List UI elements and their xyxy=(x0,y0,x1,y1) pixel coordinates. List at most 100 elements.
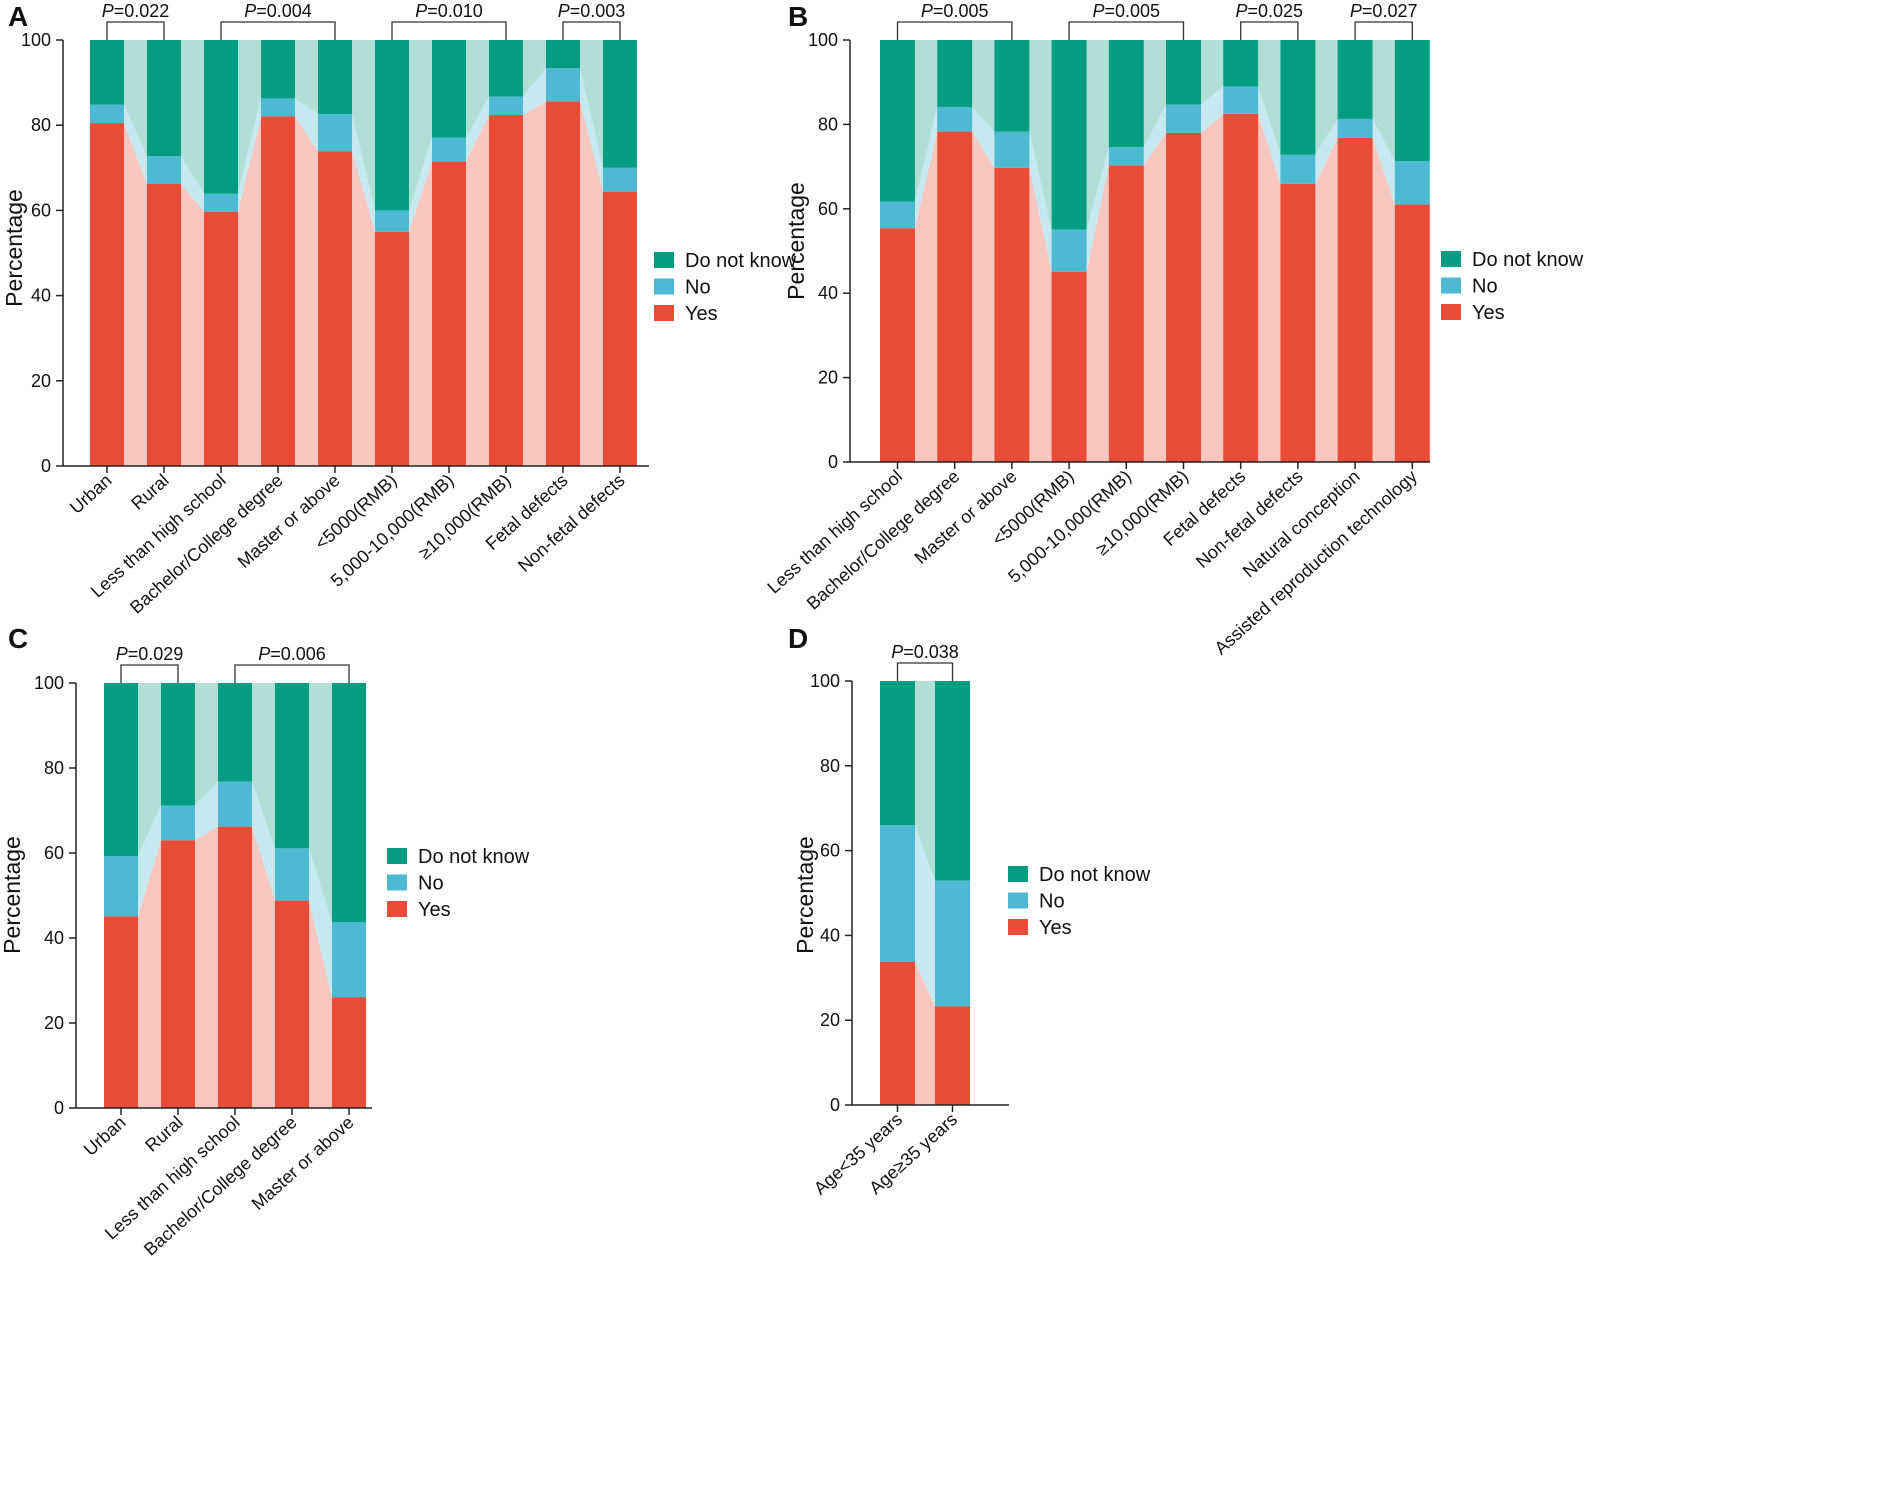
dont-know-band xyxy=(466,40,489,138)
dont-know-band xyxy=(1372,40,1395,162)
no-band xyxy=(972,107,995,168)
bar-segment-dont-know xyxy=(546,40,580,69)
no-band xyxy=(352,114,375,232)
bar-segment-dont-know xyxy=(161,683,195,806)
yes-band xyxy=(466,114,489,466)
bar-segment-no xyxy=(1394,161,1430,205)
yes-band xyxy=(1258,113,1281,462)
connector-bands xyxy=(138,683,332,1108)
legend-label: Do not know xyxy=(1039,864,1151,886)
no-band xyxy=(409,137,432,232)
y-axis: 0 20 40 60 80 100 xyxy=(808,30,851,472)
bar-segment-no xyxy=(880,201,915,229)
p-value-label: P=0.027 xyxy=(1350,1,1418,21)
bar-segment-no xyxy=(332,922,366,998)
p-value-brackets: P=0.038 xyxy=(891,642,959,681)
y-tick-label: 40 xyxy=(818,283,838,303)
y-axis-label: Percentage xyxy=(783,182,809,300)
x-tick-label: Master or above xyxy=(911,466,1021,568)
bar-segment-no xyxy=(375,210,409,232)
bar-segment-no xyxy=(489,96,523,115)
no-band xyxy=(1258,86,1281,184)
y-axis: 0 20 40 60 80 100 xyxy=(34,673,77,1118)
bar-segment-yes xyxy=(147,183,181,466)
bar-segment-no xyxy=(147,156,181,184)
y-tick-label: 80 xyxy=(44,758,64,778)
p-value-label: P=0.010 xyxy=(415,1,483,21)
bar-segment-yes xyxy=(1223,113,1259,462)
bar-segment-dont-know xyxy=(1337,40,1373,119)
bar-segment-dont-know xyxy=(90,40,124,105)
bar-segment-no xyxy=(1280,154,1316,184)
legend-swatch-dont-know xyxy=(1441,251,1461,267)
dont-know-band xyxy=(195,683,218,806)
bar-segment-yes xyxy=(432,161,466,466)
no-band xyxy=(1372,118,1395,205)
dont-know-band xyxy=(1315,40,1338,155)
bar-segment-yes xyxy=(104,916,138,1108)
bar-segment-yes xyxy=(880,228,915,462)
p-value-label: P=0.005 xyxy=(921,1,989,21)
x-tick-label: Master or above xyxy=(248,1112,358,1214)
bar-segment-dont-know xyxy=(318,40,352,115)
y-tick-label: 80 xyxy=(820,756,840,776)
legend-swatch-yes xyxy=(1441,304,1461,320)
panel-b: B 0 20 40 60 80 100 Percentage Less than high sc… xyxy=(763,1,1583,658)
bar-segment-dont-know xyxy=(994,40,1030,132)
p-value-symbol: P xyxy=(1350,1,1362,21)
yes-band xyxy=(309,900,332,1108)
bar-segment-dont-know xyxy=(1280,40,1316,155)
y-tick-label: 60 xyxy=(818,199,838,219)
legend-label: Yes xyxy=(1472,302,1505,324)
dont-know-band xyxy=(1086,40,1109,230)
p-value-symbol: P xyxy=(1093,1,1105,21)
dont-know-band xyxy=(295,40,318,115)
bar-segment-no xyxy=(1108,147,1144,166)
yes-band xyxy=(138,840,161,1108)
p-value-label: P=0.006 xyxy=(258,644,326,664)
y-tick-label: 60 xyxy=(44,843,64,863)
bar-segment-dont-know xyxy=(1394,40,1430,162)
bar-segment-no xyxy=(1223,86,1259,114)
bar-segment-dont-know xyxy=(261,40,295,99)
bar-segment-dont-know xyxy=(147,40,181,157)
p-value-brackets: P=0.029 P=0.006 xyxy=(116,644,350,683)
bar-segment-dont-know xyxy=(332,683,366,923)
x-tick-label: Rural xyxy=(127,470,172,514)
no-band xyxy=(580,68,603,192)
connector-bands xyxy=(124,40,603,467)
p-value-label: P=0.025 xyxy=(1236,1,1304,21)
bar-segment-yes xyxy=(603,191,637,466)
panel-d: D 0 20 40 60 80 100 Percentage Age<35 yearsAge≥3… xyxy=(788,623,1151,1199)
legend: Do not know No Yes xyxy=(654,250,797,325)
x-tick-label: Master or above xyxy=(234,470,344,572)
bar-segment-no xyxy=(937,107,973,132)
bar-segment-dont-know xyxy=(489,40,523,97)
bar-segment-dont-know xyxy=(880,40,915,202)
bar-segment-no xyxy=(218,781,252,827)
bar-segment-no xyxy=(1337,118,1373,138)
bar-segment-yes xyxy=(1166,132,1201,462)
legend-swatch-yes xyxy=(654,305,674,321)
bars xyxy=(880,681,970,1105)
bar-segment-no xyxy=(432,137,466,162)
yes-band xyxy=(915,131,938,462)
dont-know-band xyxy=(972,40,995,132)
bar-segment-no xyxy=(318,114,352,152)
legend-label: Yes xyxy=(685,303,718,325)
y-tick-label: 100 xyxy=(21,30,51,50)
p-value-symbol: P xyxy=(1236,1,1248,21)
bar-segment-no xyxy=(546,68,580,102)
p-value-bracket xyxy=(1068,21,1185,40)
y-tick-label: 40 xyxy=(31,286,51,306)
y-tick-label: 0 xyxy=(41,456,51,476)
p-value-bracket xyxy=(106,21,165,40)
x-tick-label: Assisted reproduction technology xyxy=(1211,466,1421,658)
bar-segment-yes xyxy=(937,131,973,462)
p-value-number: =0.005 xyxy=(1105,1,1161,21)
bar-segment-yes xyxy=(1394,204,1430,462)
y-tick-label: 60 xyxy=(31,200,51,220)
